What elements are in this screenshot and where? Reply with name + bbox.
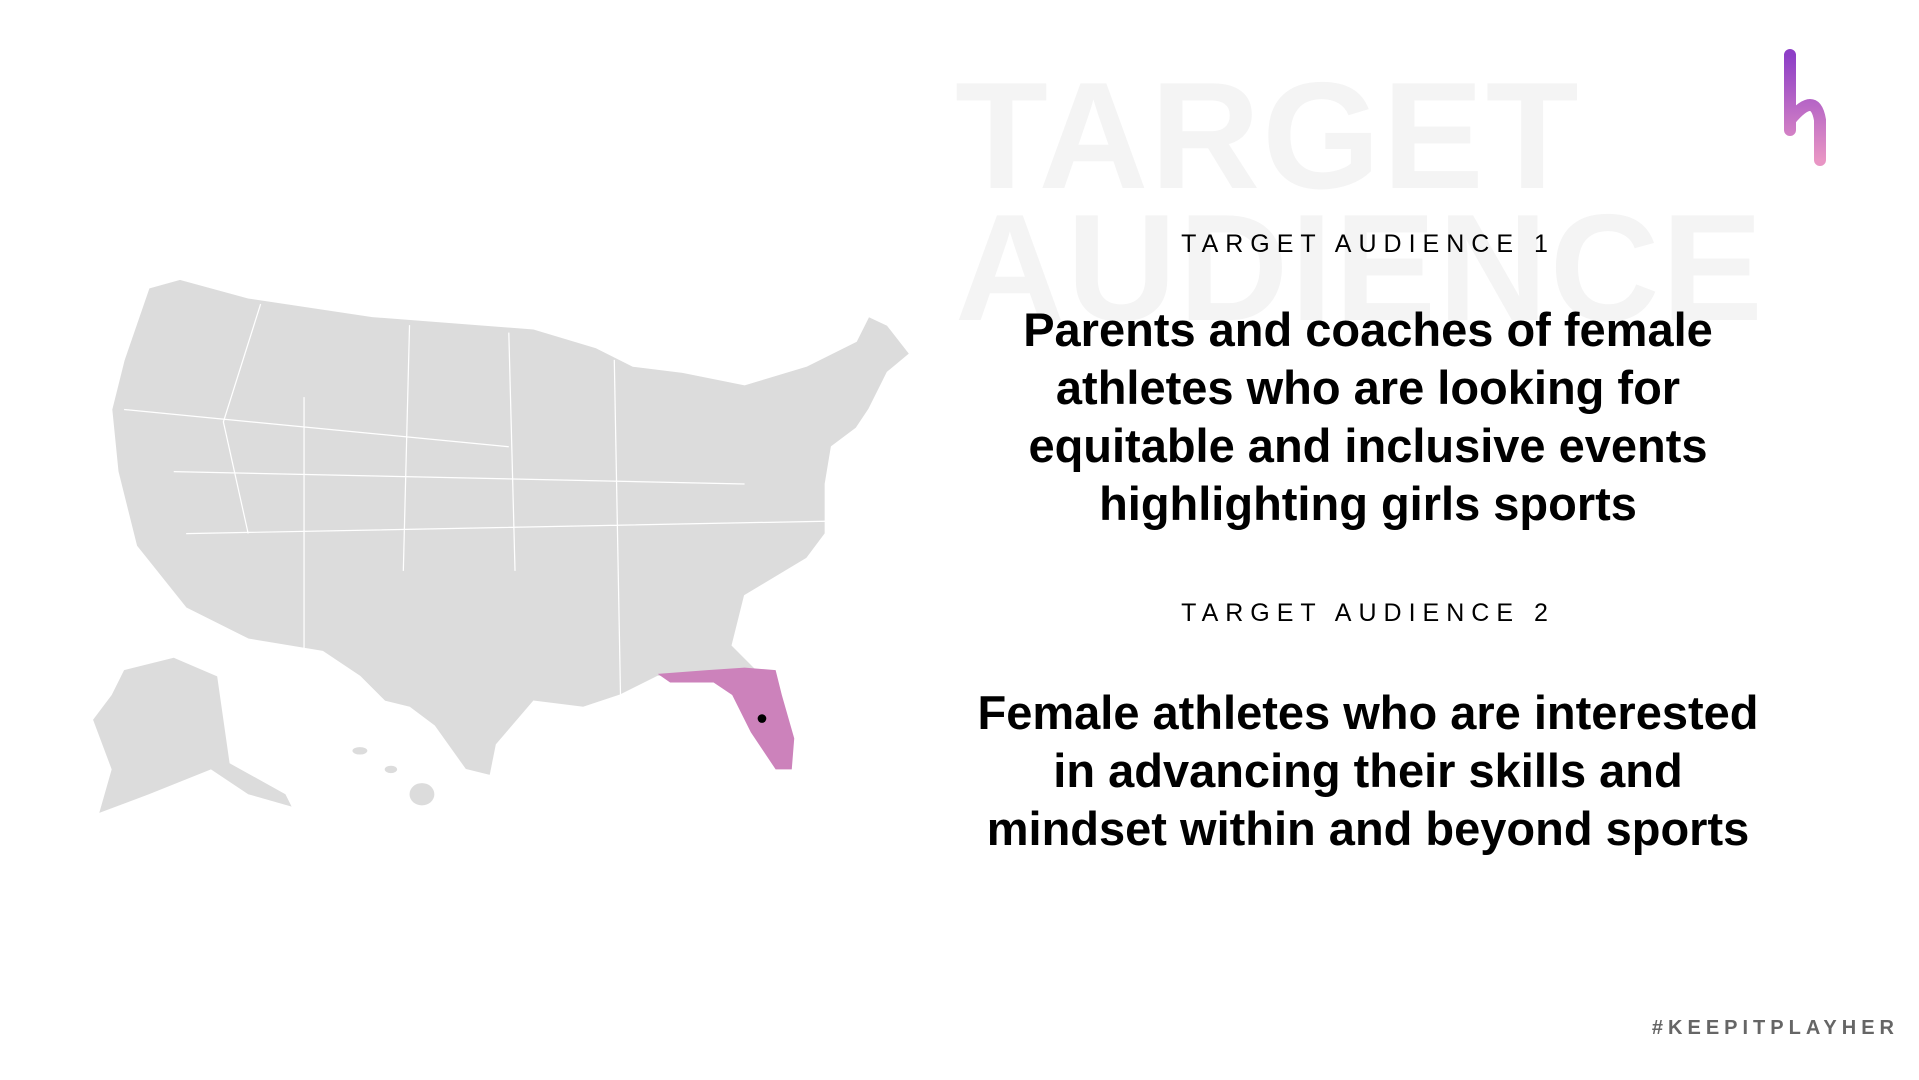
watermark-line: AUDIENCE xyxy=(955,183,1765,353)
body-line: Female athletes who are interested xyxy=(977,686,1759,739)
body-line: mindset within and beyond sports xyxy=(986,802,1750,855)
body-line: in advancing their skills and xyxy=(1053,744,1683,797)
section-body: Female athletes who are interested in ad… xyxy=(900,684,1836,858)
section-heading: TARGET AUDIENCE 1 xyxy=(1181,230,1555,258)
watermark: TARGET AUDIENCE xyxy=(955,51,1765,353)
watermark-line: TARGET xyxy=(955,51,1581,221)
audience-2: TARGET AUDIENCE 2 Female athletes who ar… xyxy=(900,599,1836,858)
section-body: Parents and coaches of female athletes w… xyxy=(900,301,1836,533)
body-line: equitable and inclusive events xyxy=(1028,419,1708,472)
audience-1: TARGET AUDIENCE 1 Parents and coaches of… xyxy=(900,230,1836,533)
section-heading: TARGET AUDIENCE 2 xyxy=(1181,599,1555,627)
body-line: athletes who are looking for xyxy=(1055,361,1681,414)
us-map xyxy=(93,278,911,813)
hashtag: #KEEPITPLAYHER xyxy=(1651,1017,1899,1039)
logo xyxy=(1784,49,1826,166)
body-line: highlighting girls sports xyxy=(1099,477,1637,530)
body-line: Parents and coaches of female xyxy=(1023,303,1713,356)
